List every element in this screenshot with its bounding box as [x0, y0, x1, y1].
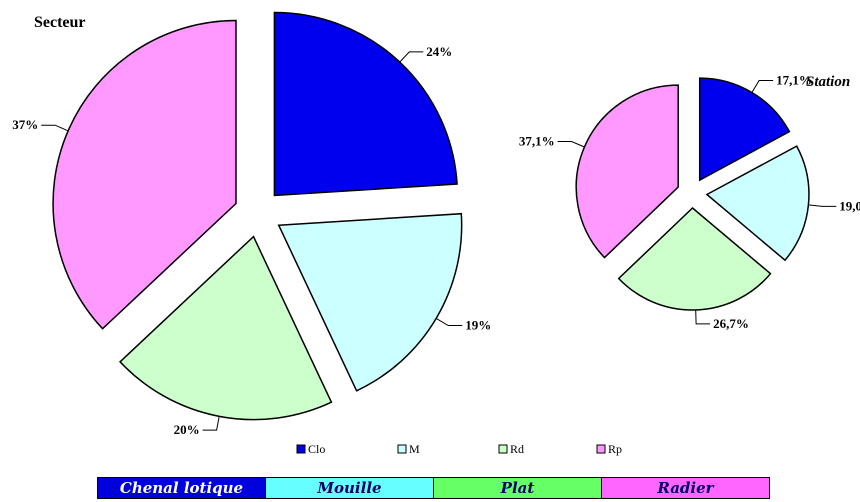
secteur-slice-clo	[273, 11, 458, 197]
legend-swatch-rd	[498, 444, 508, 454]
band-cell-plat: Plat	[434, 478, 602, 498]
secteur-slice-rd	[119, 235, 333, 421]
secteur-value-label-m: 19%	[465, 318, 491, 333]
band-cell-mouille: Mouille	[266, 478, 434, 498]
legend-label-rd: Rd	[510, 442, 524, 456]
station-leader-rd	[695, 309, 711, 325]
station-leader-rp	[557, 141, 585, 148]
secteur-pie: 24% 19% 20% 37%	[12, 11, 491, 437]
secteur-leader-clo	[399, 51, 424, 63]
legend-label-clo: Clo	[308, 442, 325, 456]
secteur-slice-m	[277, 212, 463, 392]
station-slice-m	[705, 145, 810, 262]
secteur-value-label-rp: 37%	[12, 117, 38, 132]
legend-swatch-clo	[296, 444, 306, 454]
legend-label-m: M	[409, 442, 420, 456]
category-band: Chenal lotique Mouille Plat Radier	[97, 477, 770, 499]
legend-swatch-m	[397, 444, 407, 454]
secteur-leader-rd	[202, 416, 220, 431]
secteur-value-label-clo: 24%	[426, 44, 452, 59]
secteur-leader-m	[435, 317, 463, 326]
legend: Clo M Rd Rp	[296, 442, 622, 456]
station-value-label-m: 19,0%	[839, 198, 860, 213]
band-cell-radier: Radier	[602, 478, 769, 498]
station-pie: 17,1% 19,0% 26,7% 37,1%	[519, 73, 860, 331]
legend-label-rp: Rp	[608, 442, 622, 456]
secteur-value-label-rd: 20%	[174, 422, 200, 437]
secteur-slice-rp	[52, 19, 237, 330]
band-cell-chenal-lotique: Chenal lotique	[98, 478, 266, 498]
secteur-chart-title: Secteur	[34, 14, 86, 31]
station-leader-clo	[751, 80, 774, 93]
station-value-label-clo: 17,1%	[776, 73, 812, 88]
station-value-label-rp: 37,1%	[519, 134, 555, 149]
station-value-label-rd: 26,7%	[713, 316, 749, 331]
station-chart-title: Station	[806, 74, 850, 90]
secteur-leader-rp	[41, 124, 69, 132]
legend-swatch-rp	[596, 444, 606, 454]
pie-charts-canvas: Secteur Station 24% 19% 20% 37% 17,1% 19,0% 2…	[12, 11, 860, 456]
station-leader-m	[808, 204, 837, 207]
station-slice-rp	[575, 84, 679, 259]
